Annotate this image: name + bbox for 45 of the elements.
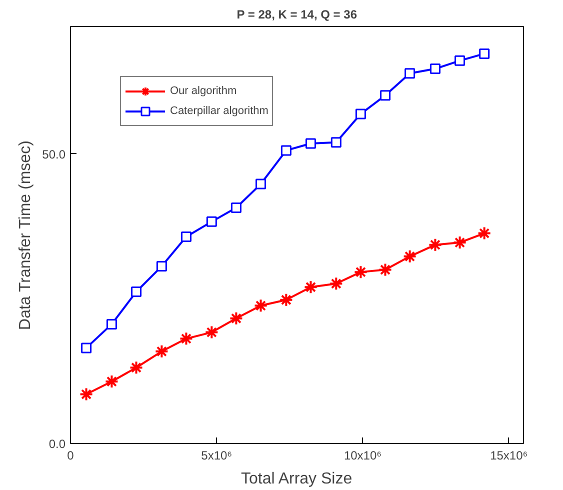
point (304, 280, 318, 294)
y-axis-title: Data Transfer Time (msec) (17, 140, 34, 330)
point (280, 145, 292, 156)
point (305, 138, 316, 149)
point (206, 216, 217, 227)
point (131, 286, 142, 298)
point (229, 311, 244, 326)
point (230, 202, 242, 214)
x-axis-title: Total Array Size (240, 470, 352, 488)
point (330, 137, 342, 148)
point (378, 262, 392, 277)
point (180, 231, 192, 242)
x-tick-label: 5x10⁶ (201, 448, 232, 462)
x-tick-label: 10x10⁶ (344, 448, 382, 462)
point (204, 325, 219, 340)
point (104, 374, 119, 389)
point (354, 265, 368, 280)
point (129, 360, 144, 375)
point (404, 68, 416, 79)
point (81, 342, 92, 354)
point (106, 318, 117, 330)
point (452, 236, 467, 250)
point (479, 48, 490, 59)
point (154, 344, 169, 358)
point (477, 226, 492, 240)
point (329, 276, 344, 291)
point (355, 108, 366, 120)
y-tick-label: 0.0 (48, 437, 66, 451)
point (79, 387, 94, 402)
x-tick-label: 15x10⁶ (490, 448, 528, 462)
point (454, 55, 466, 66)
chart-title: P = 28, K = 14, Q = 36 (236, 8, 358, 22)
point (254, 298, 268, 313)
point (380, 90, 391, 101)
point (430, 64, 440, 74)
point (179, 332, 194, 346)
point (402, 249, 417, 264)
point (256, 178, 266, 190)
point (156, 261, 167, 272)
point (279, 292, 294, 307)
legend-label: Our algorithm (170, 85, 237, 97)
x-tick-label: 0 (67, 448, 74, 462)
legend-label: Caterpillar algorithm (170, 105, 268, 117)
y-tick-label: 50.0 (42, 147, 66, 162)
point (428, 238, 442, 252)
